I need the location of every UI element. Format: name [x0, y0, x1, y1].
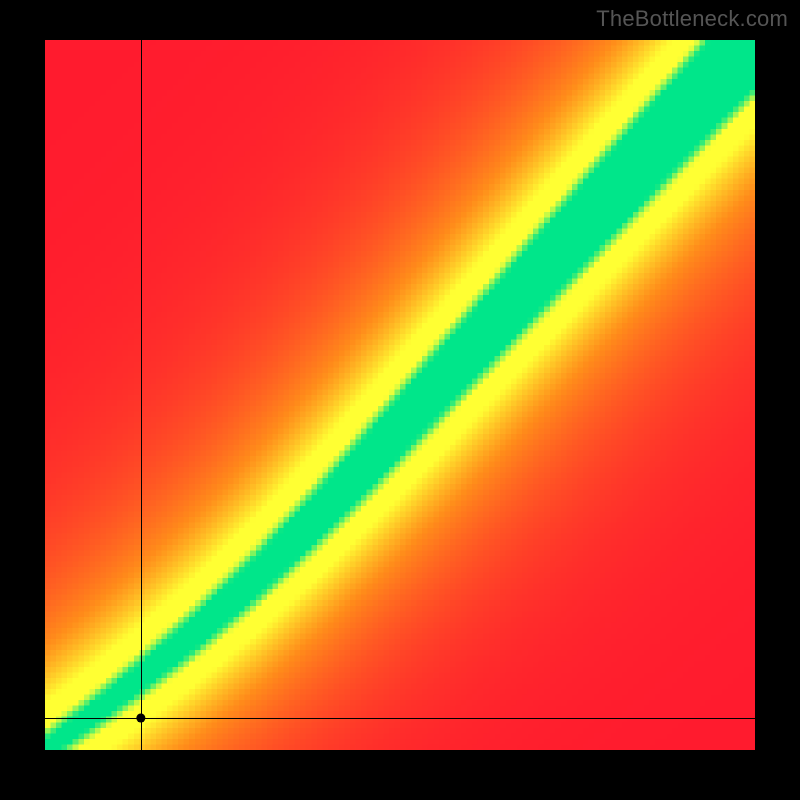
chart-container: TheBottleneck.com: [0, 0, 800, 800]
attribution-text: TheBottleneck.com: [596, 6, 788, 32]
crosshair-overlay: [45, 40, 755, 750]
plot-area: [45, 40, 755, 750]
